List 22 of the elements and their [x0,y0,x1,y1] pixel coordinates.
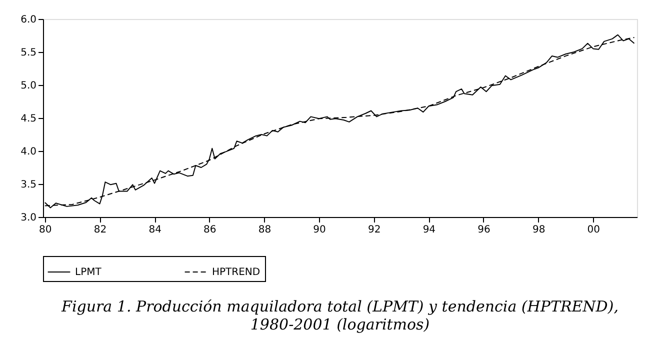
y-tick-label: 5.0 [20,80,36,92]
x-tick-label: 86 [204,224,216,236]
x-tick-label: 92 [368,224,381,236]
x-tick-label: 96 [478,224,490,236]
x-tick-label: 88 [258,224,272,236]
x-tick-label: 82 [94,224,107,236]
x-tick-label: 98 [532,224,546,236]
y-tick-label: 3.0 [20,212,36,224]
legend-label: HPTREND [212,267,260,278]
y-tick-label: 4.5 [20,114,36,124]
x-tick-label: 94 [422,224,436,236]
legend-label: LPMT [75,267,102,278]
x-tick-label: 80 [39,224,52,236]
x-tick-label: 90 [313,224,326,236]
y-tick-label: 3.5 [20,180,36,190]
y-tick-label: 6.0 [20,14,36,26]
x-tick-label: 00 [587,224,600,236]
x-tick-label: 84 [148,224,162,236]
y-tick-label: 4.0 [20,146,36,158]
text: Figura 1. Producción maquiladora total (LPMT) y tendencia (HPTREND), [60,298,618,316]
y-tick-label: 5.5 [20,48,36,58]
text: 1980-2001 (logaritmos) [250,316,430,334]
